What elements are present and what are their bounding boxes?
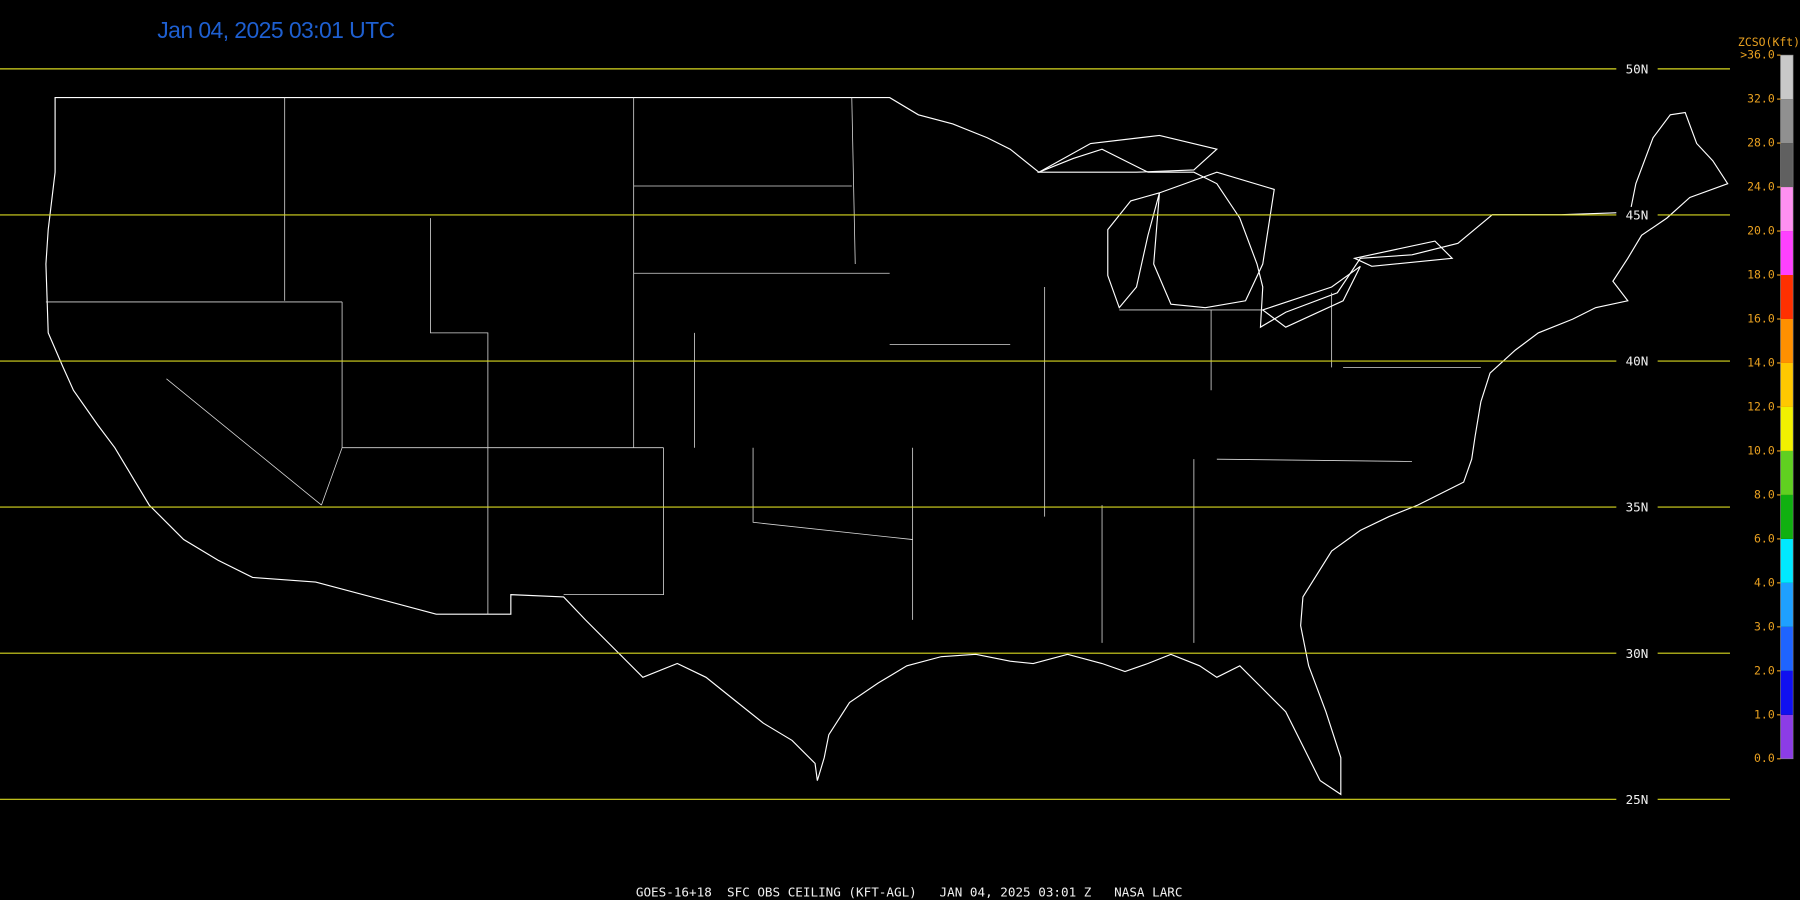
colorbar-segment — [1780, 275, 1794, 319]
colorbar-label: 28.0 — [1747, 136, 1775, 150]
colorbar-segment — [1780, 406, 1794, 451]
colorbar-segment — [1780, 318, 1794, 363]
colorbar-title: ZCSO(Kft) — [1738, 35, 1800, 49]
colorbar-label: 16.0 — [1747, 311, 1775, 325]
label-backing — [1616, 791, 1658, 808]
colorbar-segment — [1780, 55, 1794, 100]
labels: 50N45N40N35N30N25N120W115W110W105W100W95… — [1616, 60, 1658, 808]
colorbar-label: 3.0 — [1754, 619, 1775, 633]
map-title: Jan 04, 2025 03:01 UTC — [157, 17, 394, 43]
outlines — [45, 97, 1729, 796]
colorbar-label: 1.0 — [1754, 707, 1775, 721]
colorbar-label: 0.0 — [1754, 751, 1775, 765]
colorbar-segment — [1780, 714, 1794, 759]
colorbar-segment — [1780, 187, 1794, 232]
colorbar-label: 2.0 — [1754, 663, 1775, 677]
graticule — [0, 68, 1730, 800]
footer: GOES-16+18 SFC OBS CEILING (KFT-AGL) JAN… — [636, 885, 1183, 900]
colorbar-segment — [1780, 538, 1794, 583]
colorbar: ZCSO(Kft) 0.0 1.0 2.0 3.0 4.0 6.0 8.0 10.0 12.0 14… — [1738, 35, 1800, 765]
great-lakes — [1036, 134, 1454, 328]
label-backing — [1616, 60, 1658, 77]
coastline — [45, 97, 1729, 796]
colorbar-segment — [1780, 626, 1794, 671]
colorbar-segment — [1780, 143, 1794, 188]
colorbar-label: 20.0 — [1747, 223, 1775, 237]
colorbar-segment — [1780, 670, 1794, 715]
colorbar-segment — [1780, 99, 1794, 144]
colorbar-label: 14.0 — [1747, 355, 1775, 369]
colorbar-label: 32.0 — [1747, 92, 1775, 106]
colorbar-segment — [1780, 362, 1794, 407]
colorbar-segment — [1780, 231, 1794, 276]
latitude-label: 25N — [1626, 792, 1649, 807]
latitude-label: 50N — [1626, 61, 1649, 76]
colorbar-segment — [1780, 450, 1794, 495]
state-lines — [45, 97, 1481, 643]
latitude-label: 45N — [1626, 208, 1649, 223]
colorbar-label: 6.0 — [1754, 531, 1775, 545]
colorbar-segment — [1780, 494, 1794, 539]
colorbar-label: 18.0 — [1747, 267, 1775, 281]
label-backing — [1616, 499, 1658, 516]
colorbar-label: 12.0 — [1747, 399, 1775, 413]
colorbar-segment — [1780, 582, 1794, 627]
colorbar-label: 4.0 — [1754, 575, 1775, 589]
label-backing — [1616, 352, 1658, 370]
colorbar-label: >36.0 — [1740, 48, 1775, 62]
latitude-label: 35N — [1626, 500, 1649, 515]
latitude-label: 40N — [1626, 354, 1649, 369]
colorbar-label: 24.0 — [1747, 179, 1775, 193]
latitude-label: 30N — [1626, 646, 1649, 661]
label-backing — [1616, 206, 1658, 223]
colorbar-label: 10.0 — [1747, 443, 1775, 457]
colorbar-label: 8.0 — [1754, 487, 1775, 501]
label-backing — [1616, 645, 1658, 662]
